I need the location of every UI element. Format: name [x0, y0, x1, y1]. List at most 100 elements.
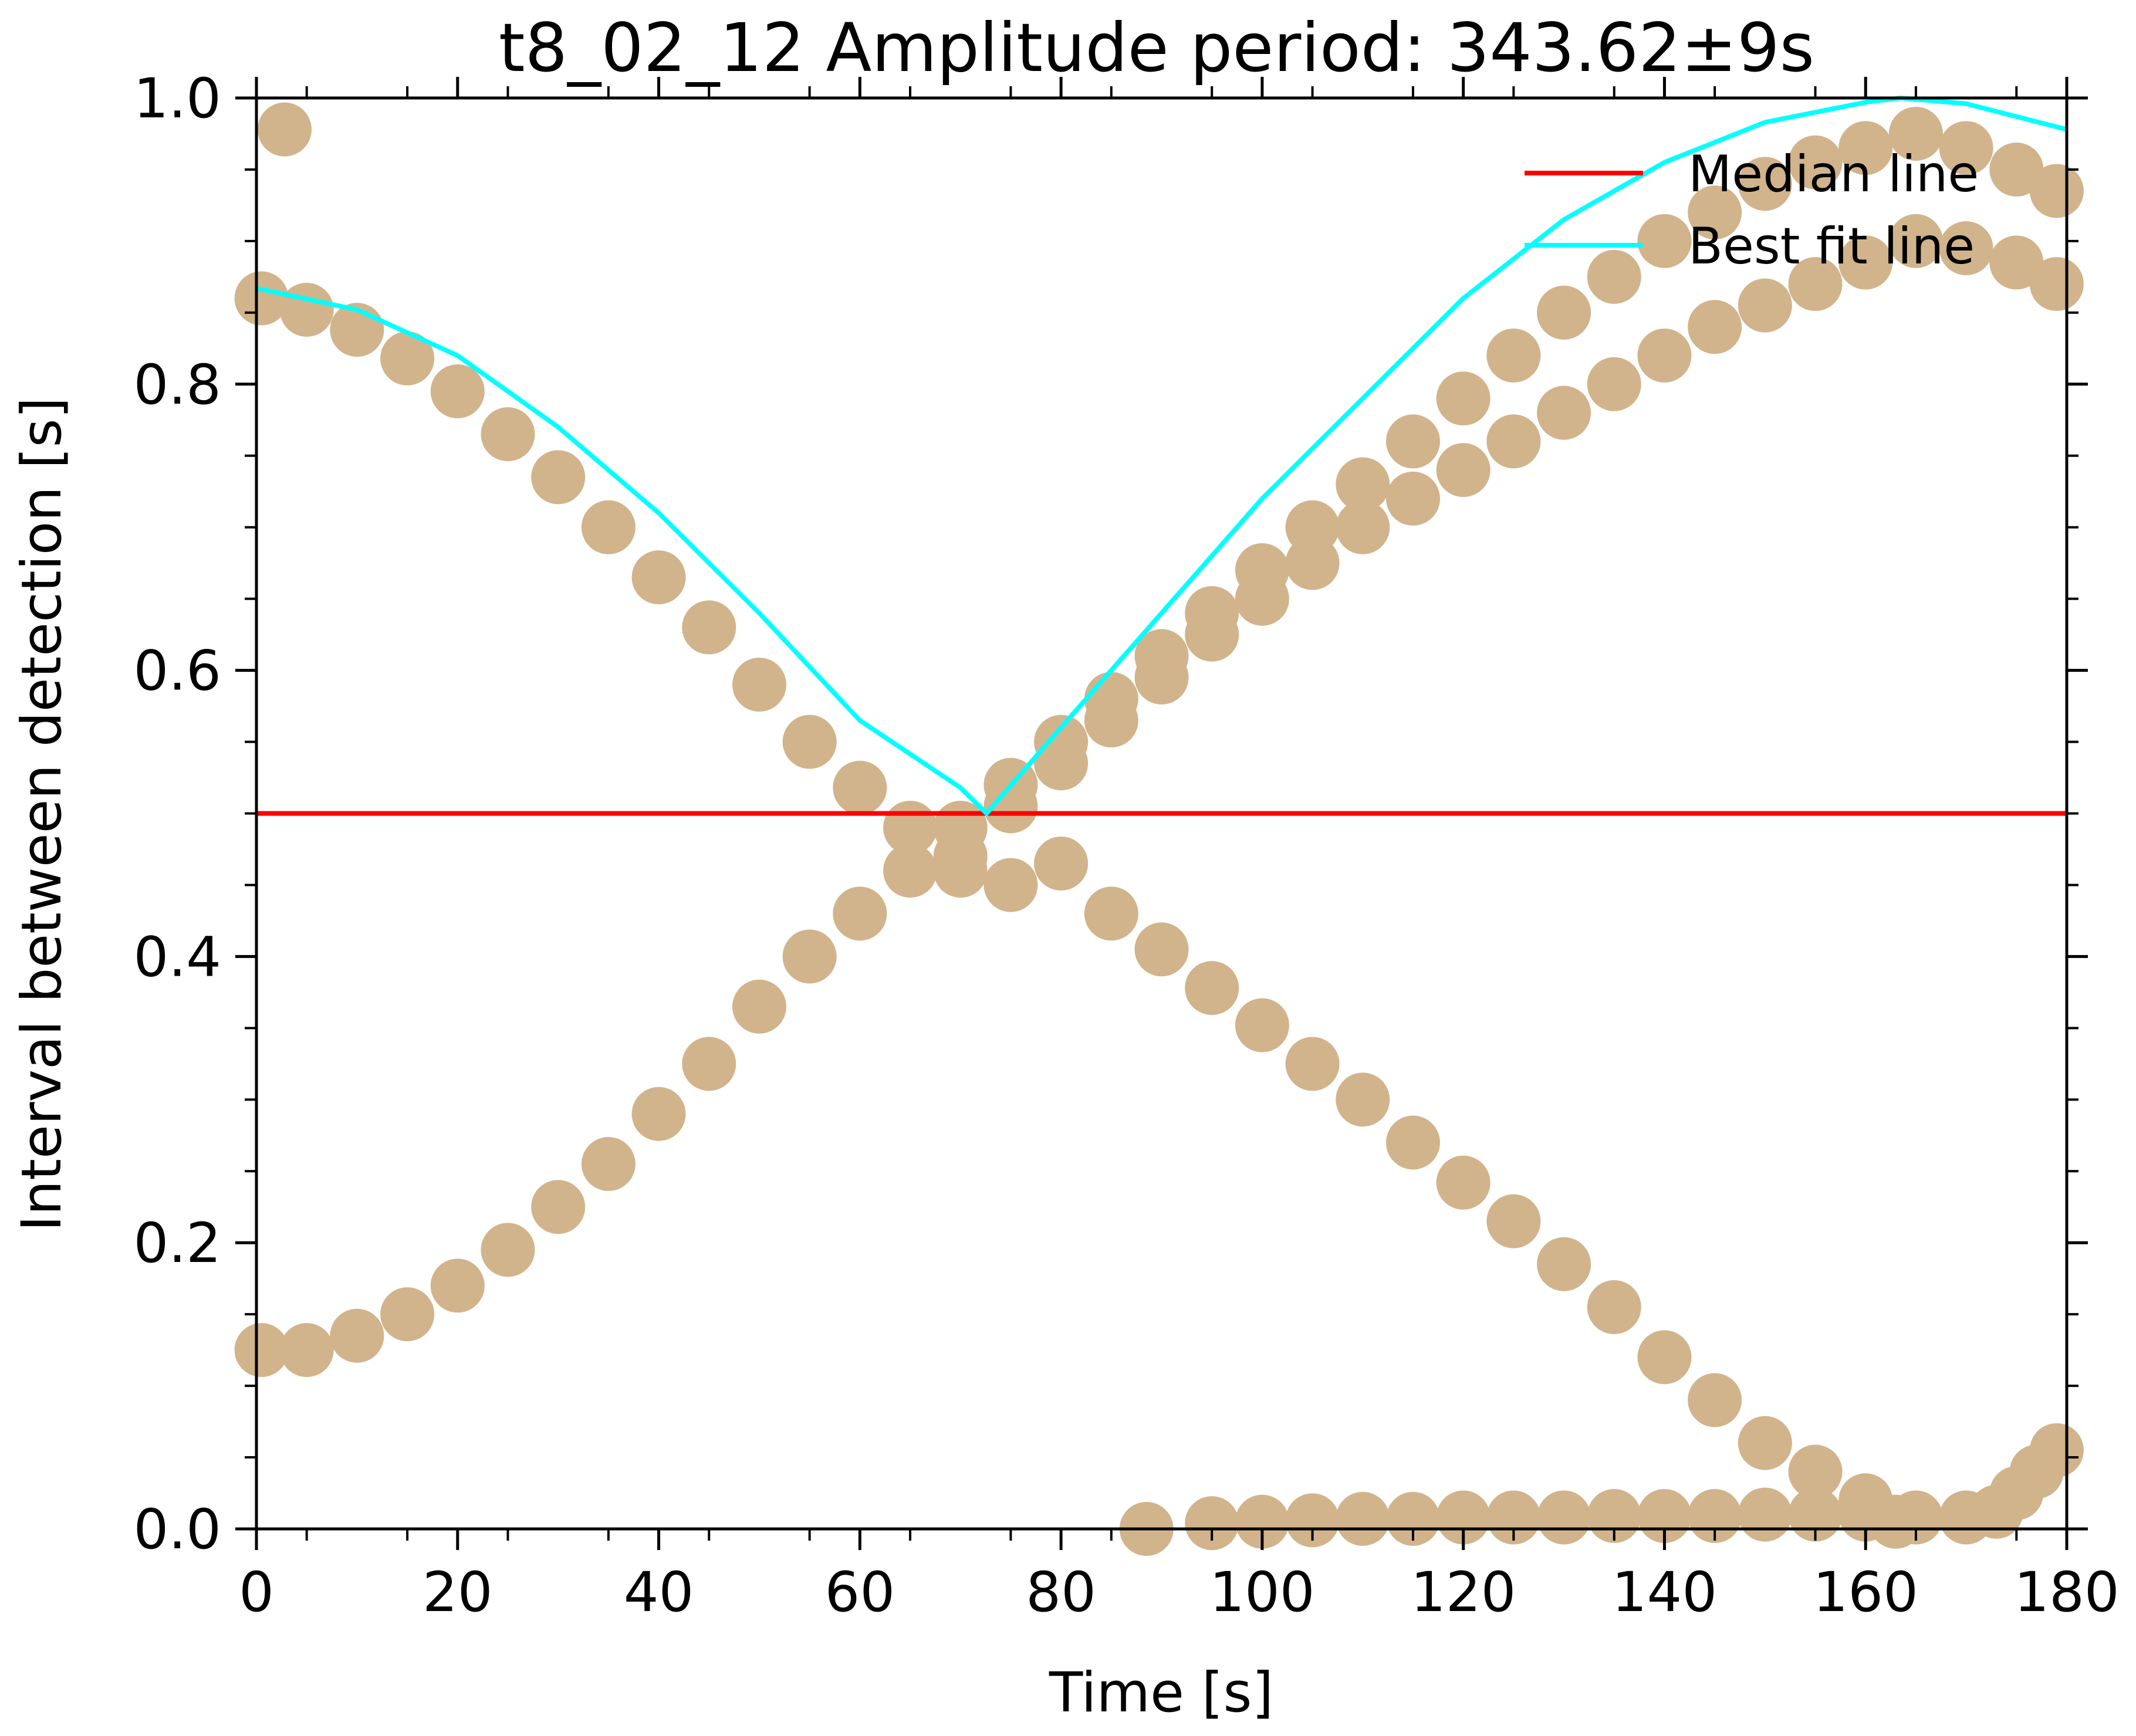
data-point-44	[682, 1037, 736, 1091]
data-point-75	[1084, 693, 1138, 747]
data-point-40	[481, 1223, 535, 1277]
data-point-67	[1838, 121, 1893, 175]
data-point-43	[631, 1087, 686, 1141]
data-point-7	[531, 450, 586, 505]
y-tick-label-1.0: 1.0	[134, 67, 222, 131]
data-point-78	[1235, 571, 1289, 626]
data-point-100	[1385, 1491, 1440, 1546]
x-tick-label-140: 140	[1612, 1561, 1717, 1625]
data-point-39	[430, 1258, 485, 1313]
y-axis-label: Interval between detection [s]	[10, 397, 74, 1231]
data-point-97	[1235, 1494, 1289, 1549]
data-point-115	[2029, 1423, 2084, 1477]
data-point-36	[279, 1323, 334, 1378]
data-point-6	[481, 407, 535, 462]
data-point-76	[1134, 650, 1189, 705]
data-point-46	[782, 929, 837, 984]
data-point-71	[2029, 164, 2084, 218]
data-point-94	[2029, 257, 2084, 312]
data-point-21	[1235, 998, 1289, 1053]
data-point-2	[279, 282, 334, 337]
data-point-101	[1436, 1490, 1491, 1545]
data-point-61	[1537, 285, 1591, 340]
data-point-72	[933, 829, 988, 884]
data-point-84	[1537, 385, 1591, 440]
data-point-81	[1385, 471, 1440, 526]
data-point-57	[1336, 457, 1390, 512]
data-point-47	[833, 886, 887, 941]
data-point-73	[983, 779, 1038, 834]
x-tick-label-160: 160	[1813, 1561, 1918, 1625]
y-tick-label-0.6: 0.6	[134, 639, 222, 703]
data-point-86	[1637, 329, 1692, 383]
data-point-92	[1939, 221, 1993, 276]
x-tick-label-60: 60	[825, 1561, 895, 1625]
data-point-96	[1185, 1496, 1239, 1551]
data-point-26	[1486, 1194, 1541, 1248]
y-tick-label-0.8: 0.8	[134, 353, 222, 417]
x-tick-label-40: 40	[624, 1561, 694, 1625]
data-point-37	[330, 1308, 384, 1363]
x-tick-label-100: 100	[1209, 1561, 1314, 1625]
x-axis-label: Time [s]	[1049, 1661, 1273, 1725]
data-point-45	[732, 979, 786, 1034]
data-point-79	[1285, 536, 1340, 590]
data-point-70	[1989, 142, 2044, 197]
data-point-27	[1537, 1237, 1591, 1291]
data-point-74	[1034, 736, 1089, 791]
x-tick-label-180: 180	[2014, 1561, 2119, 1625]
data-point-9	[631, 550, 686, 605]
legend-median-label: Median line	[1688, 145, 1979, 204]
data-point-18	[1084, 886, 1138, 941]
data-point-5	[430, 364, 485, 418]
data-point-16	[983, 858, 1038, 912]
data-point-103	[1537, 1490, 1591, 1545]
data-points	[234, 102, 2084, 1556]
data-lines	[256, 95, 2067, 817]
data-point-32	[1788, 1444, 1843, 1499]
data-point-91	[1888, 214, 1943, 268]
best-fit-line	[256, 95, 2067, 817]
data-point-102	[1486, 1490, 1541, 1545]
axis-ticks	[235, 77, 2088, 1550]
data-point-48	[883, 844, 938, 898]
data-point-38	[380, 1287, 435, 1342]
data-point-68	[1888, 106, 1943, 161]
chart-title: t8_02_12 Amplitude period: 343.62±9s	[499, 9, 1814, 87]
data-point-60	[1486, 329, 1541, 383]
data-point-17	[1034, 836, 1089, 891]
data-point-110	[1888, 1490, 1943, 1545]
data-point-30	[1688, 1373, 1742, 1427]
x-tick-label-0: 0	[239, 1561, 274, 1625]
data-point-28	[1587, 1280, 1641, 1334]
data-point-65	[1738, 157, 1792, 211]
y-tick-label-0.0: 0.0	[134, 1498, 222, 1562]
data-point-69	[1939, 121, 1993, 175]
data-point-58	[1385, 414, 1440, 469]
data-point-64	[1688, 185, 1742, 240]
data-point-19	[1134, 922, 1189, 977]
data-point-93	[1989, 235, 2044, 290]
data-point-29	[1637, 1330, 1692, 1385]
data-point-63	[1637, 214, 1692, 268]
data-point-1	[234, 271, 289, 326]
data-point-0	[257, 102, 312, 157]
data-point-59	[1436, 371, 1491, 426]
data-point-22	[1285, 1037, 1340, 1091]
y-tick-label-0.4: 0.4	[134, 925, 222, 989]
legend: Median line Best fit line	[1525, 145, 1979, 276]
y-tick-labels: 0.0 0.2 0.4 0.6 0.8 1.0	[134, 67, 222, 1562]
data-point-10	[682, 600, 736, 655]
data-point-12	[782, 715, 837, 769]
data-point-98	[1285, 1493, 1340, 1548]
data-point-11	[732, 657, 786, 712]
data-point-99	[1336, 1491, 1390, 1546]
data-point-87	[1688, 300, 1742, 354]
data-point-62	[1587, 249, 1641, 304]
data-point-24	[1385, 1115, 1440, 1170]
data-point-90	[1838, 235, 1893, 290]
data-point-13	[833, 760, 887, 815]
data-point-66	[1788, 135, 1843, 189]
data-point-77	[1185, 607, 1239, 662]
